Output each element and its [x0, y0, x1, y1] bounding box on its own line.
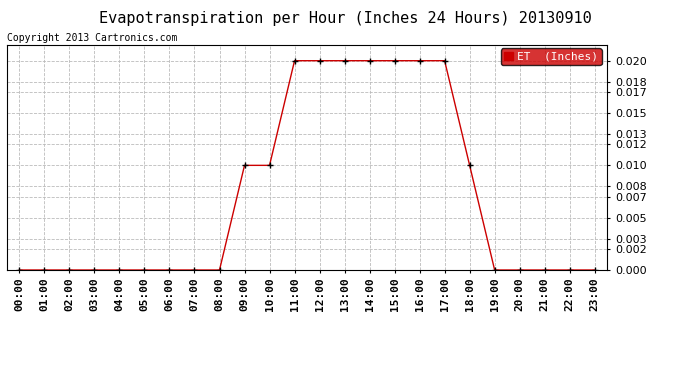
Text: Evapotranspiration per Hour (Inches 24 Hours) 20130910: Evapotranspiration per Hour (Inches 24 H…	[99, 11, 591, 26]
Legend: ET  (Inches): ET (Inches)	[501, 48, 602, 65]
Text: Copyright 2013 Cartronics.com: Copyright 2013 Cartronics.com	[7, 33, 177, 43]
